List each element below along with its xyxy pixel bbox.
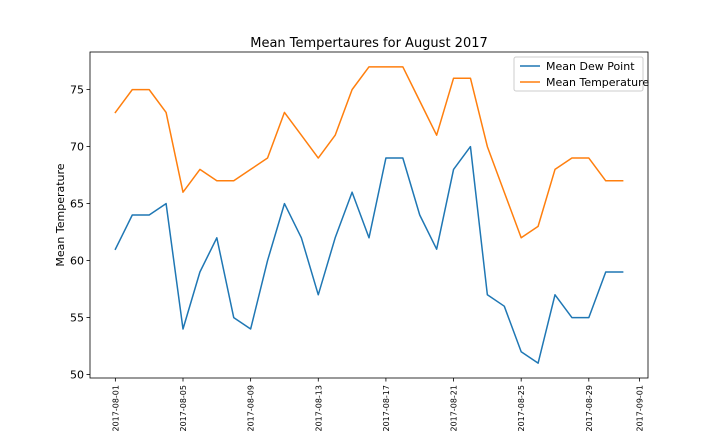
x-tick-label: 2017-08-17 xyxy=(382,385,391,432)
x-axis: 2017-08-01 2017-08-05 2017-08-09 2017-08-13… xyxy=(111,378,645,432)
x-tick-label: 2017-08-21 xyxy=(450,385,459,432)
y-tick-label: 55 xyxy=(70,312,84,325)
x-tick-label: 2017-08-05 xyxy=(179,385,188,432)
legend-box xyxy=(513,56,644,92)
y-tick-label: 65 xyxy=(70,198,84,211)
series-line-1 xyxy=(114,145,624,364)
series-line-2 xyxy=(114,66,624,239)
legend-label-2: Mean Temperature xyxy=(546,76,649,89)
x-tick-label: 2017-08-29 xyxy=(585,385,594,432)
legend-label-1: Mean Dew Point xyxy=(546,60,635,73)
x-tick-label: 2017-08-09 xyxy=(247,385,256,432)
chart-title: Mean Tempertaures for August 2017 xyxy=(250,36,488,51)
y-tick-label: 70 xyxy=(70,141,84,154)
x-tick-label: 2017-08-13 xyxy=(314,385,323,432)
plot-area xyxy=(114,66,624,364)
y-axis: 50 55 60 65 70 75 xyxy=(70,84,90,382)
x-tick-label: 2017-09-01 xyxy=(636,385,645,432)
legend: Mean Dew Point Mean Temperature xyxy=(513,56,649,92)
y-axis-label: Mean Temperature xyxy=(54,163,67,266)
x-tick-label: 2017-08-01 xyxy=(111,385,120,432)
y-tick-label: 60 xyxy=(70,255,84,268)
y-tick-label: 75 xyxy=(70,84,84,97)
plot-frame xyxy=(89,51,649,379)
x-tick-label: 2017-08-25 xyxy=(517,385,526,432)
y-tick-label: 50 xyxy=(70,369,84,382)
